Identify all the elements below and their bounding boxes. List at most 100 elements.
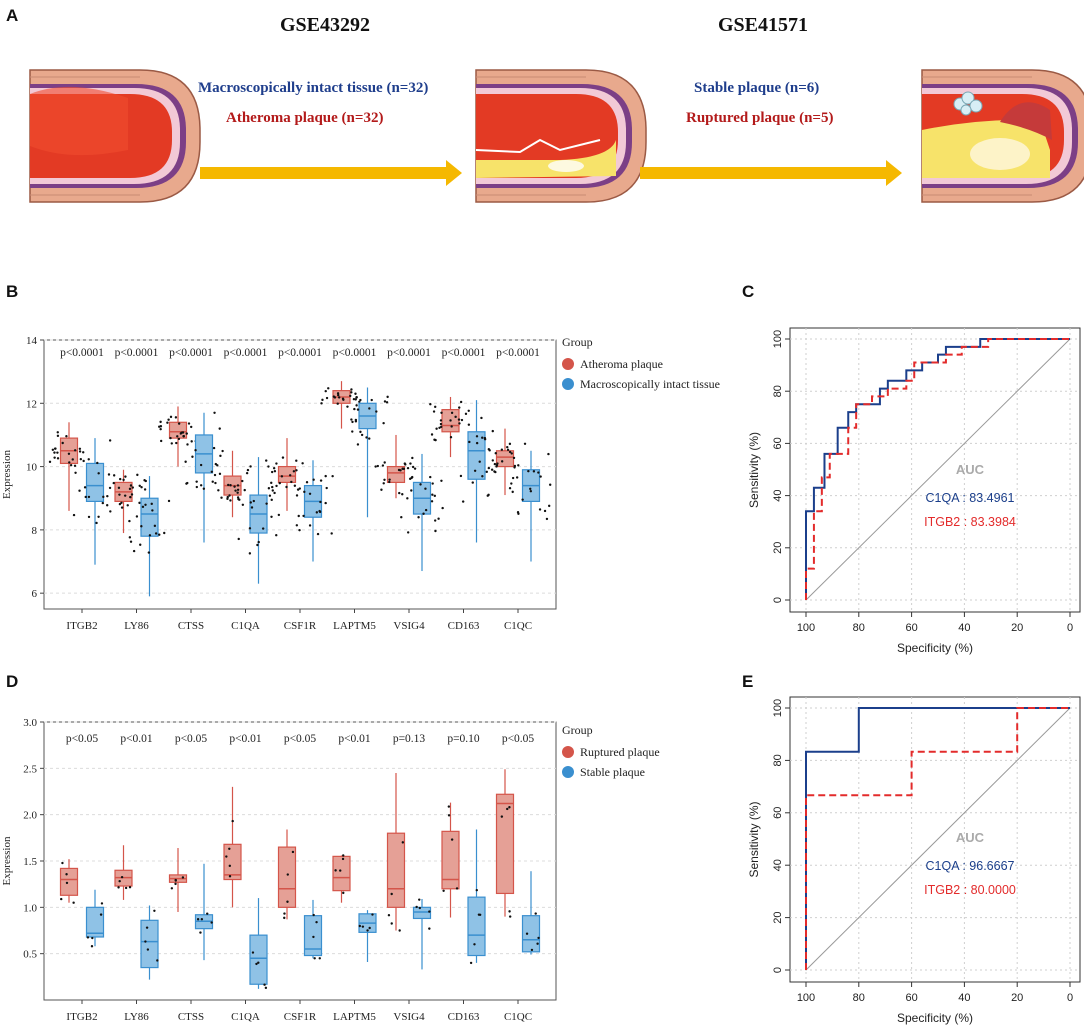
data-point xyxy=(424,487,427,490)
data-point xyxy=(428,910,431,913)
data-point xyxy=(350,388,353,391)
data-point xyxy=(397,468,401,472)
data-point xyxy=(431,482,434,485)
box xyxy=(521,915,541,953)
data-point xyxy=(487,493,490,497)
panel-letter-a: A xyxy=(6,6,19,25)
data-point xyxy=(386,395,389,399)
data-point xyxy=(78,489,81,492)
p-value-label: p<0.05 xyxy=(502,733,535,745)
data-point xyxy=(190,425,193,429)
data-point xyxy=(271,485,274,489)
data-point xyxy=(467,423,471,426)
data-point xyxy=(156,959,159,962)
data-point xyxy=(146,948,150,951)
x-tick-label: VSIG4 xyxy=(393,1011,425,1023)
data-point xyxy=(124,475,127,478)
data-point xyxy=(84,495,87,499)
data-point xyxy=(488,449,491,452)
data-point xyxy=(153,524,157,528)
data-point xyxy=(143,488,147,491)
data-point xyxy=(136,473,139,477)
data-point xyxy=(206,912,209,915)
y-tick-label: 14 xyxy=(26,335,38,347)
data-point xyxy=(169,436,172,440)
y-tick-label: 0.5 xyxy=(23,949,37,961)
data-point xyxy=(255,962,258,966)
data-point xyxy=(87,515,91,519)
data-point xyxy=(214,462,218,466)
data-point xyxy=(182,434,185,438)
data-point xyxy=(128,519,131,523)
data-point xyxy=(312,935,315,939)
vessel-atheroma-icon xyxy=(475,69,647,203)
data-point xyxy=(185,432,188,435)
data-point xyxy=(128,536,132,539)
data-point xyxy=(508,486,512,490)
vessel-ruptured-icon xyxy=(921,69,1084,203)
y-axis-label: Sensitivity (%) xyxy=(747,432,761,508)
data-point xyxy=(496,462,499,465)
y-tick-label: 80 xyxy=(772,385,784,397)
p-value-label: p<0.0001 xyxy=(496,347,540,359)
data-point xyxy=(217,489,220,492)
data-point xyxy=(236,496,240,499)
data-point xyxy=(440,411,443,414)
data-point xyxy=(409,462,412,465)
data-point xyxy=(485,470,488,474)
data-point xyxy=(199,463,203,467)
data-point xyxy=(508,915,512,918)
data-point xyxy=(159,439,163,443)
data-point xyxy=(532,470,536,473)
dataset-title-gse43292: GSE43292 xyxy=(280,14,371,36)
data-point xyxy=(316,532,320,536)
data-point xyxy=(408,477,412,481)
data-point xyxy=(213,473,217,477)
legend-label: Atheroma plaque xyxy=(580,357,663,371)
data-point xyxy=(319,479,323,482)
data-point xyxy=(368,926,371,930)
x-tick-label: VSIG4 xyxy=(393,620,425,632)
data-point xyxy=(199,931,202,934)
data-point xyxy=(295,524,299,527)
data-point xyxy=(95,521,98,525)
data-point xyxy=(410,489,413,492)
data-point xyxy=(424,508,428,512)
legend-swatch xyxy=(562,766,574,778)
p-value-label: p=0.13 xyxy=(393,733,426,745)
data-point xyxy=(450,411,454,415)
data-point xyxy=(539,475,542,478)
data-point xyxy=(398,929,401,932)
data-point xyxy=(440,479,443,482)
data-point xyxy=(298,487,302,490)
data-point xyxy=(342,398,345,402)
data-point xyxy=(390,892,393,896)
data-point xyxy=(286,900,289,903)
y-tick-label: 20 xyxy=(772,542,784,554)
data-point xyxy=(361,925,365,928)
data-point xyxy=(228,494,231,497)
data-point xyxy=(298,528,301,532)
data-point xyxy=(220,496,223,499)
data-point xyxy=(381,464,385,467)
data-point xyxy=(147,551,151,554)
data-point xyxy=(510,452,513,455)
data-point xyxy=(354,418,358,422)
data-point xyxy=(219,454,222,458)
p-value-label: p=0.10 xyxy=(447,733,480,745)
y-tick-label: 10 xyxy=(26,462,38,474)
data-point xyxy=(236,488,240,491)
data-point xyxy=(494,470,497,474)
data-point xyxy=(506,445,509,449)
x-tick-label: C1QA xyxy=(231,1011,260,1023)
data-point xyxy=(511,490,514,494)
dataset-title-gse41571: GSE41571 xyxy=(718,14,809,36)
data-point xyxy=(382,421,385,425)
data-point xyxy=(72,513,76,517)
data-point xyxy=(447,805,451,808)
data-point xyxy=(308,492,312,496)
data-point xyxy=(275,484,278,488)
data-point xyxy=(495,465,498,468)
x-tick-label: C1QA xyxy=(231,620,260,632)
data-point xyxy=(248,527,252,530)
